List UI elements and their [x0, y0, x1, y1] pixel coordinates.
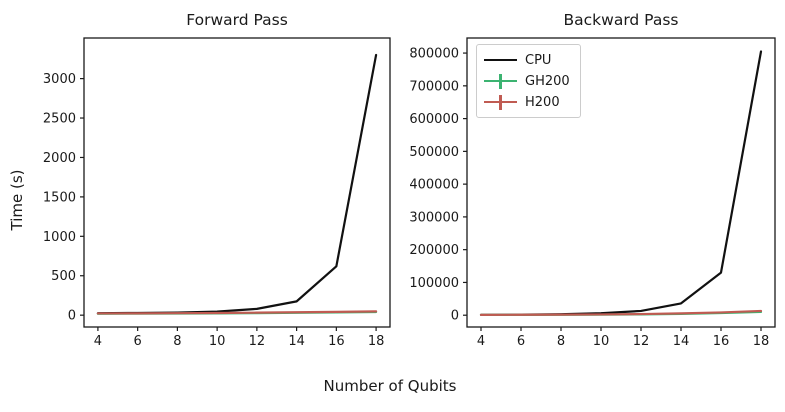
x-tick-label: 12 [633, 334, 650, 349]
y-tick-label: 0 [451, 309, 459, 324]
x-tick-label: 18 [753, 334, 770, 349]
legend-row-gh200: GH200 [484, 71, 570, 91]
x-tick-label: 6 [517, 334, 525, 349]
x-tick-label: 14 [288, 334, 305, 349]
x-tick-label: 4 [477, 334, 485, 349]
x-tick-label: 6 [134, 334, 142, 349]
y-tick-label: 1000 [43, 230, 76, 245]
cpu-line-sample-icon [484, 53, 517, 68]
backward-pass-title: Backward Pass [563, 11, 679, 29]
x-tick-label: 14 [673, 334, 690, 349]
x-tick-label: 18 [368, 334, 385, 349]
legend-label-cpu: CPU [525, 52, 552, 68]
y-tick-label: 600000 [409, 112, 459, 127]
x-tick-label: 16 [328, 334, 345, 349]
y-tick-label: 2500 [43, 112, 76, 127]
forward-pass-title: Forward Pass [186, 11, 288, 29]
legend-row-cpu: CPU [484, 50, 570, 70]
x-tick-label: 4 [94, 334, 102, 349]
axes-frame [83, 37, 391, 328]
series-line-cpu [96, 53, 378, 315]
y-tick-label: 500000 [409, 145, 459, 160]
y-tick-label: 1500 [43, 190, 76, 205]
gh200-errorbar-sample-icon [484, 73, 517, 89]
y-tick-label: 700000 [409, 79, 459, 94]
x-tick-label: 8 [557, 334, 565, 349]
y-tick-label: 2000 [43, 151, 76, 166]
y-tick-label: 0 [68, 309, 76, 324]
x-tick-label: 8 [173, 334, 181, 349]
axes-frame [466, 37, 776, 328]
h200-errorbar-sample-icon [484, 94, 517, 110]
legend-label-gh200: GH200 [525, 73, 570, 89]
x-tick-label: 16 [713, 334, 730, 349]
y-tick-label: 100000 [409, 276, 459, 291]
x-axis-label: Number of Qubits [323, 377, 457, 395]
y-axis-label: Time (s) [8, 169, 26, 231]
y-tick-label: 500 [51, 269, 76, 284]
series-line-h200 [96, 310, 378, 315]
y-tick-label: 400000 [409, 178, 459, 193]
y-tick-label: 200000 [409, 243, 459, 258]
x-tick-label: 10 [209, 334, 226, 349]
x-tick-label: 12 [249, 334, 266, 349]
series-line-h200 [479, 309, 763, 316]
legend-label-h200: H200 [525, 94, 560, 110]
y-tick-label: 3000 [43, 72, 76, 87]
legend-row-h200: H200 [484, 92, 570, 112]
x-tick-label: 10 [593, 334, 610, 349]
y-tick-label: 300000 [409, 210, 459, 225]
legend: CPU GH200 H200 [476, 44, 581, 118]
y-tick-label: 800000 [409, 47, 459, 62]
